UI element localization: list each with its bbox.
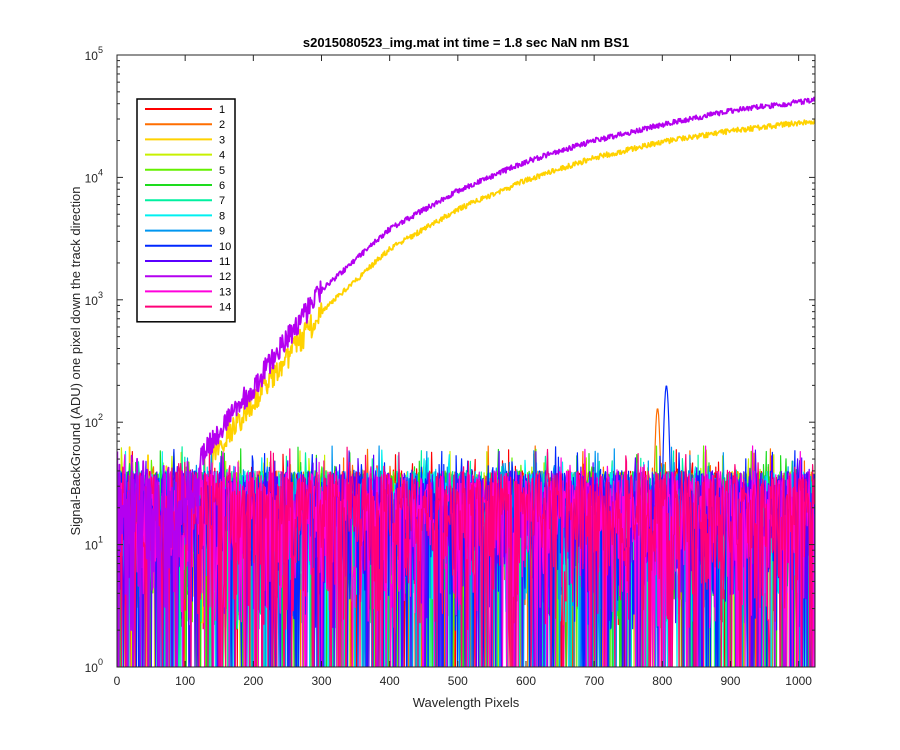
y-tick-label: 104 [85,167,103,185]
x-tick-label: 200 [243,674,263,688]
x-tick-label: 800 [652,674,672,688]
series-line-3 [117,118,815,667]
legend-label: 6 [219,180,225,192]
legend-label: 13 [219,286,231,298]
legend-label: 9 [219,226,225,238]
series-line-12 [117,96,815,667]
data-layer [117,96,815,667]
legend-label: 8 [219,210,225,222]
legend-label: 14 [219,302,231,314]
legend-label: 3 [219,134,225,146]
x-tick-label: 700 [584,674,604,688]
y-tick-label: 105 [85,45,103,63]
x-axis-label: Wavelength Pixels [413,695,520,710]
legend-label: 7 [219,195,225,207]
x-tick-label: 600 [516,674,536,688]
legend-label: 11 [219,256,230,268]
x-tick-label: 100 [175,674,195,688]
legend-label: 10 [219,241,231,253]
legend-label: 1 [219,104,225,116]
y-axis-label: Signal-BackGround (ADU) one pixel down t… [68,186,83,535]
x-tick-label: 900 [720,674,740,688]
legend-label: 4 [219,150,225,162]
x-tick-label: 500 [448,674,468,688]
x-tick-label: 1000 [785,674,812,688]
x-tick-label: 400 [380,674,400,688]
axes-box [116,54,816,668]
legend-box [136,98,236,323]
legend-label: 2 [219,119,225,131]
legend-label: 12 [219,271,231,283]
y-tick-label: 100 [85,657,103,675]
legend-label: 5 [219,165,225,177]
y-tick-label: 103 [85,290,103,308]
series-line-14 [117,446,815,667]
y-tick-label: 102 [85,412,103,430]
x-tick-label: 0 [114,674,121,688]
chart-title: s2015080523_img.mat int time = 1.8 sec N… [303,35,629,50]
ticks-layer: 0 100 200 300 400 500 600 700 800 900 100010010110… [85,45,815,688]
y-tick-label: 101 [85,535,103,553]
x-tick-label: 300 [311,674,331,688]
